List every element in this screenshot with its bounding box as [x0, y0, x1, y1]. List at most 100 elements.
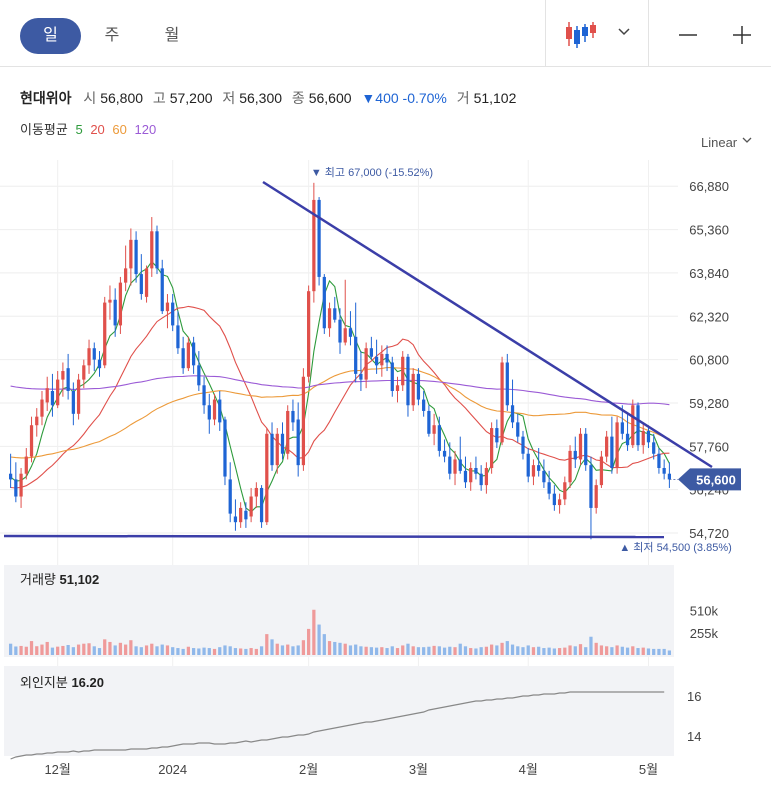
- candle-body: [568, 450, 572, 483]
- volume-bar: [422, 647, 426, 655]
- price-tick-label: 56,240: [689, 483, 729, 498]
- candle-body: [573, 450, 577, 460]
- volume-bar: [40, 644, 44, 655]
- volume-bar: [218, 647, 222, 655]
- volume-bar: [29, 641, 34, 655]
- candle-body: [207, 405, 211, 420]
- candle-body: [181, 348, 185, 369]
- volume-bar: [207, 648, 211, 655]
- volume-bar: [82, 643, 86, 655]
- candle-body: [301, 376, 306, 466]
- volume-bar: [254, 648, 258, 655]
- candle-body: [641, 430, 645, 446]
- time-tick-label: 3월: [409, 762, 428, 777]
- zoom-in-button[interactable]: [722, 18, 762, 52]
- volume-bar: [479, 647, 483, 655]
- volume-bar: [505, 641, 509, 655]
- volume-bar: [348, 645, 353, 655]
- volume-bar: [50, 647, 55, 655]
- candle-body: [542, 470, 546, 483]
- volume-bar: [343, 643, 347, 655]
- candle-body: [354, 336, 358, 374]
- axis-labels: 66,880 65,360 63,840 62,320 60,800 59,280 57,7…: [20, 166, 741, 777]
- volume-bar: [259, 646, 264, 655]
- foreign-title: 외인지분 16.20: [20, 675, 104, 690]
- tab-daily[interactable]: 일: [20, 18, 81, 54]
- low-value: 56,300: [239, 90, 283, 106]
- volume-bar: [191, 648, 196, 655]
- candle-body: [610, 436, 614, 468]
- foreign-holding-line: [10, 691, 665, 760]
- volume-bar: [521, 647, 525, 655]
- candle-body: [333, 308, 337, 320]
- volume-bar: [228, 646, 232, 655]
- volume-bar: [646, 648, 651, 655]
- candle-body: [275, 433, 279, 466]
- ma-label: 이동평균: [20, 122, 68, 137]
- price-tick-label: 57,760: [689, 439, 729, 454]
- volume-bar: [474, 648, 478, 655]
- candle-body: [578, 433, 583, 460]
- ma-120-line: [10, 375, 670, 406]
- volume-bar: [610, 647, 614, 655]
- volume-bar: [71, 647, 75, 655]
- candle-body: [186, 342, 190, 369]
- volume-bar: [270, 639, 274, 655]
- candle-body: [171, 302, 175, 326]
- candle-body: [500, 362, 504, 443]
- candle-body: [395, 385, 400, 391]
- volume-bar: [24, 646, 28, 655]
- candle-body: [589, 465, 593, 508]
- volume-bar: [453, 647, 457, 655]
- candle-body: [197, 365, 201, 386]
- volume-bar: [625, 647, 630, 655]
- candle-body: [139, 274, 143, 295]
- volume-label: 거: [456, 90, 470, 106]
- candle-body: [286, 410, 290, 454]
- candle-body: [552, 493, 556, 506]
- volume-bar: [113, 645, 117, 655]
- volume-tick-label: 255k: [690, 626, 719, 641]
- candle-body: [531, 465, 536, 477]
- candle-body: [291, 410, 295, 423]
- volume-bar: [14, 646, 18, 655]
- volume-bar: [437, 646, 441, 655]
- candle-body: [327, 308, 332, 329]
- candle-body: [432, 425, 436, 434]
- volume-bar: [275, 643, 279, 655]
- candle-body: [474, 468, 478, 474]
- high-value: 57,200: [169, 90, 213, 106]
- candle-body: [259, 487, 264, 523]
- volume-bar: [108, 641, 112, 655]
- volume-bar: [249, 648, 253, 655]
- candle-body: [437, 425, 441, 451]
- moving-average-legend: 이동평균 5 20 60 120: [20, 119, 160, 138]
- volume-bar: [307, 628, 311, 655]
- candle-body: [348, 328, 353, 337]
- close-value: 56,600: [308, 90, 352, 106]
- volume-bar: [45, 641, 49, 655]
- volume-bar: [500, 642, 504, 655]
- volume-bar: [327, 641, 332, 655]
- candle-body: [129, 239, 133, 269]
- candle-body: [296, 419, 300, 466]
- volume-bar: [484, 646, 489, 655]
- chart-toolbar: 일 주 월: [0, 0, 771, 67]
- tab-weekly[interactable]: 주: [104, 27, 120, 44]
- zoom-out-button[interactable]: [668, 18, 708, 52]
- candle-body: [338, 319, 342, 343]
- candle-body: [202, 385, 206, 406]
- volume-bar: [557, 648, 562, 655]
- volume-bar: [150, 643, 154, 655]
- ma-120: 120: [134, 122, 157, 137]
- tab-monthly[interactable]: 월: [164, 27, 180, 44]
- time-tick-label: 2024: [158, 762, 187, 777]
- quote-summary: 현대위아 시 56,800 고 57,200 저 56,300 종 56,600…: [20, 88, 522, 108]
- minus-icon: [679, 34, 697, 36]
- scale-mode-selector[interactable]: Linear: [701, 135, 738, 150]
- volume-bar: [186, 646, 190, 655]
- scale-chevron-icon[interactable]: [741, 134, 753, 149]
- volume-title-value: 51,102: [60, 572, 100, 587]
- chart-type-selector[interactable]: [555, 16, 645, 52]
- low-label: 저: [222, 90, 236, 106]
